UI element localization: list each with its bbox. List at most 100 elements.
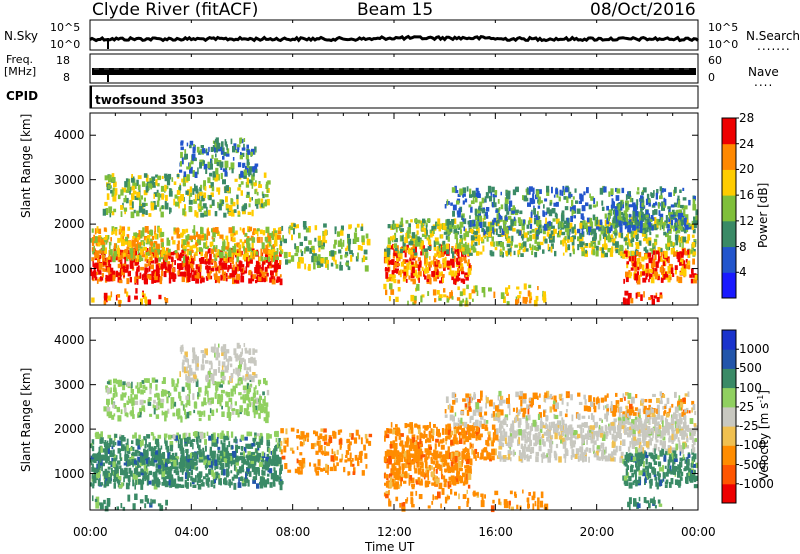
heatmap-cell xyxy=(567,244,571,250)
heatmap-cell xyxy=(353,238,357,244)
heatmap-cell xyxy=(198,238,202,246)
heatmap-cell xyxy=(121,444,125,452)
heatmap-cell xyxy=(644,233,648,241)
heatmap-cell xyxy=(238,260,242,264)
heatmap-cell xyxy=(665,232,669,238)
heatmap-cell xyxy=(167,466,171,472)
heatmap-cell xyxy=(259,395,262,401)
heatmap-cell xyxy=(144,472,148,476)
heatmap-cell xyxy=(691,224,695,230)
heatmap-cell xyxy=(297,261,301,269)
heatmap-cell xyxy=(493,241,495,247)
heatmap-cell xyxy=(504,202,508,210)
heatmap-cell xyxy=(390,289,395,295)
heatmap-cell xyxy=(128,451,131,455)
heatmap-cell xyxy=(137,275,142,279)
heatmap-cell xyxy=(122,265,126,273)
heatmap-cell xyxy=(693,223,697,229)
heatmap-cell xyxy=(313,253,317,257)
heatmap-cell xyxy=(155,463,159,468)
heatmap-cell xyxy=(333,258,335,262)
heatmap-cell xyxy=(572,210,575,214)
heatmap-cell xyxy=(277,460,282,465)
heatmap-cell xyxy=(668,258,670,264)
heatmap-cell xyxy=(164,194,168,201)
heatmap-cell xyxy=(145,267,149,273)
heatmap-cell xyxy=(386,246,390,253)
heatmap-cell xyxy=(285,259,289,265)
station-title: Clyde River (fitACF) xyxy=(92,0,259,20)
heatmap-cell xyxy=(387,244,391,248)
heatmap-cell xyxy=(546,231,550,237)
heatmap-cell xyxy=(388,260,391,265)
heatmap-cell xyxy=(264,202,267,207)
heatmap-cell xyxy=(181,249,185,254)
heatmap-cell xyxy=(195,278,198,284)
heatmap-cell xyxy=(581,222,585,230)
heatmap-cell xyxy=(251,402,253,406)
heatmap-cell xyxy=(137,444,141,450)
heatmap-cell xyxy=(466,284,469,290)
heatmap-cell xyxy=(300,249,302,253)
heatmap-cell xyxy=(119,252,123,256)
heatmap-cell xyxy=(495,193,497,198)
heatmap-cell xyxy=(145,457,150,464)
heatmap-cell xyxy=(634,255,637,262)
heatmap-cell xyxy=(635,223,639,229)
heatmap-cell xyxy=(206,151,209,156)
heatmap-cell xyxy=(186,244,190,248)
heatmap-cell xyxy=(198,448,201,452)
heatmap-cell xyxy=(187,272,192,278)
heatmap-cell xyxy=(402,241,406,247)
heatmap-cell xyxy=(176,458,179,463)
heatmap-cell xyxy=(464,198,468,203)
heatmap-cell xyxy=(134,482,136,490)
heatmap-cell xyxy=(573,215,576,219)
heatmap-cell xyxy=(635,210,639,217)
heatmap-cell xyxy=(169,455,172,460)
heatmap-cell xyxy=(564,206,569,211)
heatmap-cell xyxy=(341,242,343,249)
heatmap-cell xyxy=(189,245,193,251)
heatmap-cell xyxy=(116,294,121,298)
heatmap-cell xyxy=(251,442,255,447)
heatmap-cell xyxy=(131,455,135,462)
heatmap-cell xyxy=(391,278,395,282)
heatmap-cell xyxy=(622,297,626,304)
heatmap-cell xyxy=(193,235,196,240)
heatmap-cell xyxy=(94,455,99,461)
heatmap-cell xyxy=(229,456,233,461)
heatmap-cell xyxy=(175,201,179,207)
heatmap-cell xyxy=(115,229,118,236)
heatmap-cell xyxy=(407,231,409,239)
heatmap-cell xyxy=(426,237,429,241)
heatmap-cell xyxy=(154,249,158,255)
heatmap-cell xyxy=(427,291,430,296)
heatmap-cell xyxy=(653,238,658,245)
heatmap-cell xyxy=(122,187,127,193)
heatmap-cell xyxy=(168,268,172,275)
heatmap-cell xyxy=(548,209,553,217)
heatmap-cell xyxy=(345,262,349,266)
heatmap-cell xyxy=(506,243,511,248)
heatmap-cell xyxy=(184,149,187,154)
heatmap-cell xyxy=(93,245,95,253)
heatmap-cell xyxy=(112,274,116,282)
heatmap-cell xyxy=(155,174,159,178)
heatmap-cell xyxy=(402,249,406,253)
heatmap-cell xyxy=(259,268,264,274)
heatmap-cell xyxy=(687,260,691,267)
heatmap-cell xyxy=(194,185,198,192)
heatmap-cell xyxy=(537,245,541,250)
heatmap-cell xyxy=(417,257,421,262)
heatmap-cell xyxy=(450,270,455,277)
heatmap-cell xyxy=(463,233,466,240)
heatmap-cell xyxy=(259,484,264,489)
heatmap-cell xyxy=(191,153,195,161)
heatmap-cell xyxy=(182,260,185,268)
heatmap-cell xyxy=(464,246,467,250)
heatmap-cell xyxy=(169,452,171,458)
heatmap-cell xyxy=(215,227,219,234)
heatmap-cell xyxy=(408,241,410,246)
heatmap-cell xyxy=(167,248,171,253)
